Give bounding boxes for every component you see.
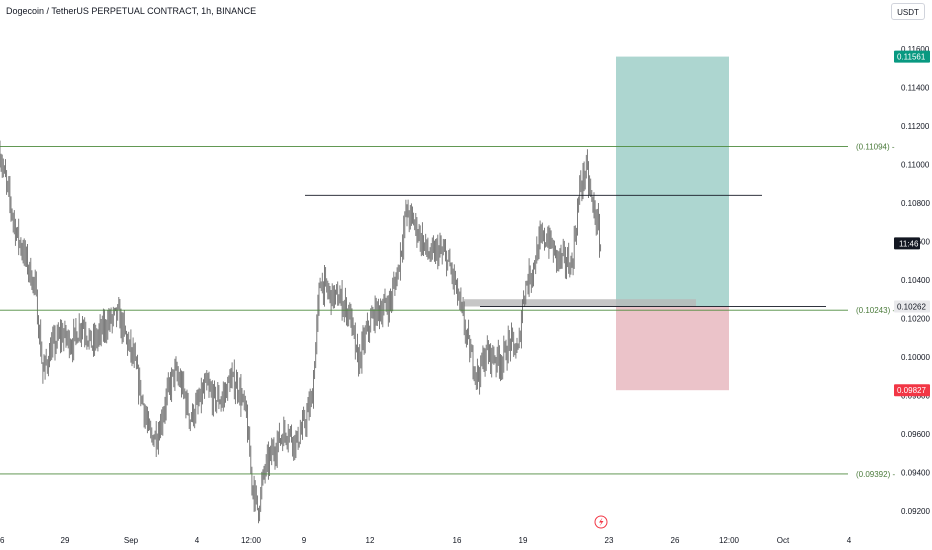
time-tag-text: 11:46 <box>899 239 919 248</box>
x-tick-label: 12 <box>366 536 375 545</box>
currency-button[interactable]: USDT <box>891 3 925 20</box>
y-tick-label: 0.10400 <box>901 276 930 285</box>
profit-zone <box>616 56 729 307</box>
axes-layer: 0.092000.094000.096000.098000.100000.102… <box>0 45 930 545</box>
y-tick-label: 0.10800 <box>901 199 930 208</box>
candles-layer <box>0 140 602 524</box>
x-tick-label: Oct <box>777 536 790 545</box>
y-tick-label: 0.09400 <box>901 468 930 477</box>
x-tick-label: 23 <box>605 536 614 545</box>
y-tick-label: 0.11600 <box>901 45 930 54</box>
x-tick-label: 12:00 <box>719 536 740 545</box>
middle-level-label: (0.10243) - <box>856 306 895 315</box>
upper-level-label: (0.11094) - <box>856 142 895 151</box>
x-tick-label: 4 <box>195 536 200 545</box>
price-tags-layer: 0.11561 0.10262 0.09827 11:46 <box>594 50 930 529</box>
x-tick-label: 29 <box>61 536 70 545</box>
x-tick-label: 19 <box>519 536 528 545</box>
y-tick-label: 0.11200 <box>901 122 930 131</box>
time-tag-bg <box>894 237 920 250</box>
x-tick-label: 4 <box>847 536 852 545</box>
x-tick-label: 9 <box>302 536 307 545</box>
y-tick-label: 0.09600 <box>901 430 930 439</box>
stop-price-tag-bg <box>894 384 930 397</box>
alert-icon-bolt <box>599 517 604 527</box>
y-tick-label: 0.10200 <box>901 314 930 323</box>
target-price-tag-text: 0.11561 <box>897 53 926 62</box>
y-tick-label: 0.11000 <box>901 161 930 170</box>
entry-price-tag-text: 0.10262 <box>897 303 926 312</box>
x-tick-label: 16 <box>453 536 462 545</box>
lower-level-label: (0.09392) - <box>856 470 895 479</box>
x-tick-label: 12:00 <box>241 536 262 545</box>
lines-layer: (0.11094) - (0.10243) - (0.09392) - <box>0 142 895 479</box>
stop-price-tag-text: 0.09827 <box>897 386 926 395</box>
x-tick-label: Sep <box>124 536 139 545</box>
x-tick-label: 6 <box>0 536 5 545</box>
target-price-tag-bg <box>894 50 930 63</box>
entry-price-tag-bg <box>894 300 930 313</box>
demand-zone <box>464 299 696 307</box>
x-tick-label: 26 <box>671 536 680 545</box>
chart-title: Dogecoin / TetherUS PERPETUAL CONTRACT, … <box>6 6 257 16</box>
y-tick-label: 0.11400 <box>901 84 930 93</box>
y-tick-label: 0.09200 <box>901 507 930 516</box>
zones-layer <box>464 56 729 391</box>
y-tick-label: 0.10000 <box>901 353 930 362</box>
loss-zone <box>616 306 729 391</box>
alert-icon[interactable] <box>594 515 608 529</box>
